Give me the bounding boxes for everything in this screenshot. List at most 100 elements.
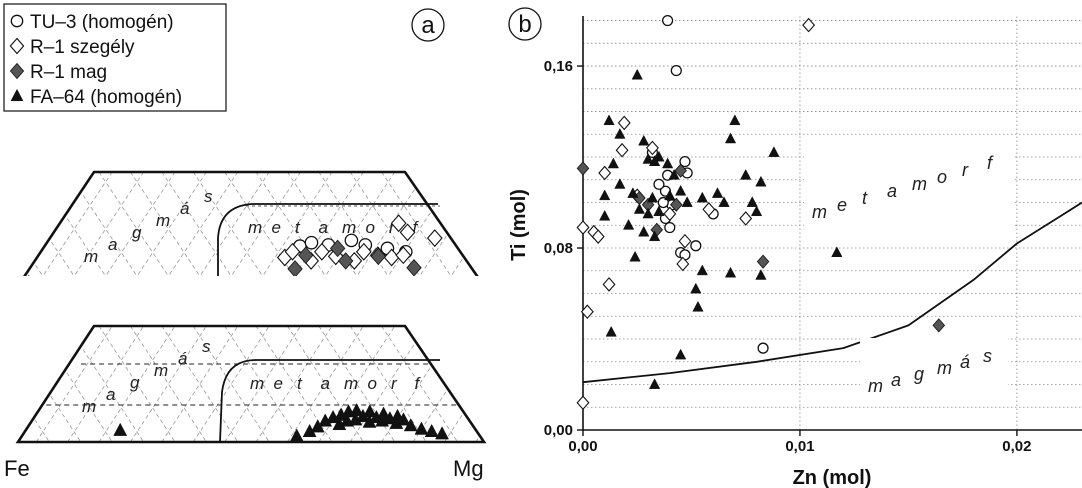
field-label-magmatic: m <box>937 358 952 378</box>
data-point <box>653 178 665 190</box>
field-label-metamorphic: o <box>366 218 375 237</box>
panel-label-circle-b <box>508 7 542 41</box>
data-point <box>396 412 411 426</box>
data-point <box>113 422 128 436</box>
field-label-magmatic: m <box>84 247 98 266</box>
data-point <box>638 134 650 146</box>
field-label-magmatic: m <box>156 211 170 230</box>
data-point <box>426 229 443 248</box>
data-point <box>653 150 665 162</box>
data-point <box>729 114 741 126</box>
field-label-metamorphic: r <box>389 218 396 237</box>
grid-line <box>318 171 396 287</box>
data-point <box>629 250 641 262</box>
grid-line <box>161 171 239 287</box>
data-point <box>648 230 661 242</box>
field-label-magmatic: m <box>154 361 168 380</box>
data-point <box>718 196 730 207</box>
data-point <box>614 128 626 139</box>
data-point <box>675 184 687 196</box>
y-tick-label: 0,00 <box>544 422 573 439</box>
data-point <box>576 220 590 235</box>
boundary-curve <box>217 203 438 286</box>
field-label-magmatic: s <box>983 346 992 366</box>
data-point <box>284 242 301 261</box>
data-point <box>642 207 654 219</box>
grid-line <box>287 325 364 443</box>
grid-line <box>192 325 270 443</box>
data-point <box>289 428 304 442</box>
data-point <box>696 191 708 203</box>
data-point <box>627 187 639 198</box>
field-label-magmatic: g <box>914 364 924 384</box>
field-label-magmatic: m <box>82 397 96 416</box>
x-tick-label: 0,00 <box>568 438 597 455</box>
legend-marker <box>10 88 24 102</box>
data-point <box>580 304 594 320</box>
field-label-magmatic: g <box>132 223 142 242</box>
data-point <box>362 404 377 418</box>
data-point <box>739 211 753 226</box>
data-point <box>603 114 615 126</box>
data-point <box>696 264 708 276</box>
field-label-metamorphic: o <box>937 167 947 187</box>
grid-line <box>130 171 207 287</box>
data-point <box>591 229 605 244</box>
grid-line <box>98 325 176 443</box>
data-point <box>599 189 611 201</box>
data-point <box>664 189 676 201</box>
grid-line <box>444 201 500 287</box>
data-point <box>755 269 767 280</box>
data-point <box>674 163 687 178</box>
x-tick-label: 0,02 <box>1002 438 1031 455</box>
grid-line <box>161 325 239 443</box>
grid-line <box>161 325 239 443</box>
panel-label-b: b <box>518 11 531 38</box>
field-label-metamorphic: f <box>987 153 994 173</box>
data-point <box>617 115 631 131</box>
field-label-magmatic: g <box>130 373 140 392</box>
data-point <box>622 219 635 230</box>
grid-line <box>161 171 239 287</box>
grid-line <box>130 325 207 443</box>
field-label-magmatic: á <box>180 199 189 218</box>
data-point <box>724 266 737 278</box>
corner-label-bottom-left: Fe <box>4 456 30 481</box>
data-point <box>664 221 676 234</box>
grid-line <box>0 211 50 287</box>
grid-line <box>67 171 144 287</box>
data-point <box>370 247 387 266</box>
field-label-magmatic: m <box>868 376 883 396</box>
grid-line <box>381 325 458 443</box>
data-point <box>390 214 407 233</box>
data-point <box>607 157 619 169</box>
data-point <box>690 240 702 252</box>
field-label-metamorphic: t <box>862 188 868 208</box>
data-point <box>602 277 616 292</box>
data-point <box>755 175 767 187</box>
data-point <box>670 65 682 77</box>
field-label-metamorphic: m <box>342 218 356 237</box>
scatter-plot: 0,00 0,01 0,02 0,00 0,08 0,16 Zn (mol) Ti (mol)… <box>508 14 1082 488</box>
data-point <box>304 235 319 250</box>
field-label-metamorphic: a <box>321 374 330 393</box>
data-point <box>645 140 659 156</box>
field-label-metamorphic: m <box>812 202 827 222</box>
label-bg <box>804 144 1014 226</box>
grid-line <box>192 171 270 287</box>
field-label-magmatic: a <box>108 235 117 254</box>
y-tick-label: 0,08 <box>544 240 573 257</box>
data-point <box>711 187 724 198</box>
grid-line <box>255 325 333 443</box>
field-label-metamorphic: m <box>250 374 264 393</box>
data-point <box>692 300 704 312</box>
data-point <box>802 17 816 33</box>
legend-label: FA–64 (homogén) <box>30 87 182 108</box>
grid-line <box>224 325 301 443</box>
data-point <box>757 342 769 354</box>
legend: TU–3 (homogén) R–1 szegély R–1 mag FA–64 (h… <box>9 12 182 108</box>
data-point <box>678 233 692 249</box>
grid-line <box>255 171 333 287</box>
field-label-metamorphic: t <box>295 218 301 237</box>
